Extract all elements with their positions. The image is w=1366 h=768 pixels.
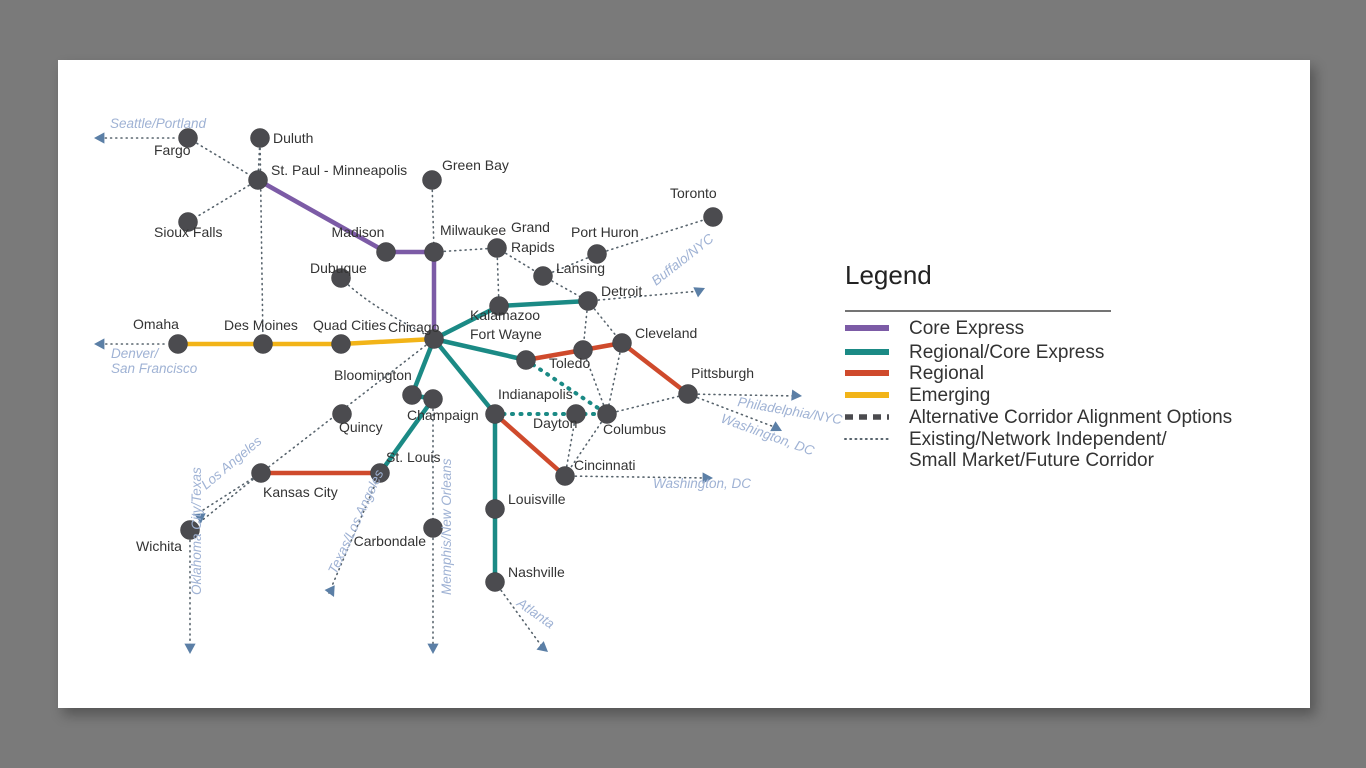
svg-text:Kalamazoo: Kalamazoo [470,307,540,323]
svg-text:Indianapolis: Indianapolis [498,386,573,402]
svg-text:Buffalo/NYC: Buffalo/NYC [649,231,717,289]
svg-text:Small Market/Future Corridor: Small Market/Future Corridor [909,450,1155,471]
svg-text:Lansing: Lansing [556,260,605,276]
svg-text:San Francisco: San Francisco [111,361,198,376]
svg-text:Core Express: Core Express [909,318,1024,339]
svg-text:Bloomington: Bloomington [334,367,412,383]
svg-text:Emerging: Emerging [909,385,990,406]
svg-text:Quad Cities: Quad Cities [313,317,386,333]
svg-text:Memphis/New Orleans: Memphis/New Orleans [439,458,454,595]
svg-text:St. Paul - Minneapolis: St. Paul - Minneapolis [271,162,407,178]
svg-text:Legend: Legend [845,260,932,290]
svg-text:Kansas City: Kansas City [263,484,338,500]
svg-text:Columbus: Columbus [603,421,666,437]
svg-text:Nashville: Nashville [508,564,565,580]
svg-text:Detroit: Detroit [601,283,642,299]
svg-text:Existing/Network Independent/: Existing/Network Independent/ [909,429,1167,450]
svg-text:Alternative Corridor Alignment: Alternative Corridor Alignment Options [909,407,1232,428]
svg-text:Oklahoma City/Texas: Oklahoma City/Texas [189,467,204,595]
svg-text:Green Bay: Green Bay [442,157,509,173]
svg-text:Toledo: Toledo [549,355,590,371]
svg-text:Washington, DC: Washington, DC [653,476,751,491]
svg-text:Seattle/Portland: Seattle/Portland [110,116,207,131]
svg-text:Cincinnati: Cincinnati [574,457,635,473]
svg-text:St. Louis: St. Louis [386,449,440,465]
svg-text:Madison: Madison [332,224,385,240]
svg-text:Champaign: Champaign [407,407,479,423]
svg-text:Louisville: Louisville [508,491,566,507]
svg-text:Fargo: Fargo [154,142,191,158]
svg-text:Regional: Regional [909,363,984,384]
svg-text:Pittsburgh: Pittsburgh [691,365,754,381]
svg-text:Omaha: Omaha [133,316,179,332]
svg-text:Chicago: Chicago [388,319,440,335]
svg-text:Cleveland: Cleveland [635,325,697,341]
svg-text:Regional/Core Express: Regional/Core Express [909,342,1104,363]
svg-text:Carbondale: Carbondale [354,533,427,549]
svg-text:Atlanta: Atlanta [513,595,557,632]
svg-text:Duluth: Duluth [273,130,313,146]
svg-text:Dubuque: Dubuque [310,260,367,276]
svg-text:Port Huron: Port Huron [571,224,639,240]
svg-text:Wichita: Wichita [136,538,182,554]
svg-text:Toronto: Toronto [670,185,717,201]
svg-text:Fort Wayne: Fort Wayne [470,326,542,342]
svg-text:Milwaukee: Milwaukee [440,222,506,238]
svg-text:Dayton: Dayton [533,415,577,431]
svg-text:Sioux Falls: Sioux Falls [154,224,222,240]
svg-text:Denver/: Denver/ [111,346,160,361]
svg-text:Quincy: Quincy [339,419,383,435]
svg-text:Des Moines: Des Moines [224,317,298,333]
svg-text:Los Angeles: Los Angeles [198,433,264,492]
